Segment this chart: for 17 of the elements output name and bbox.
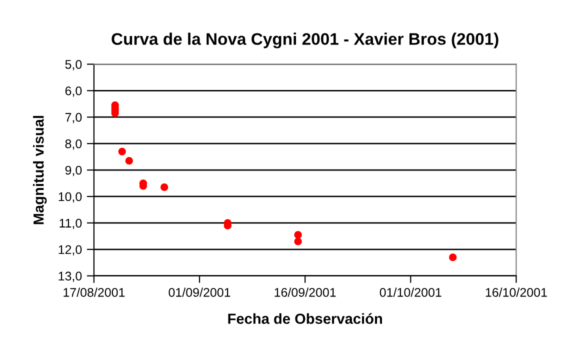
y-tick-label: 12,0: [58, 245, 82, 256]
x-tick-label: 16/09/2001: [274, 288, 336, 297]
y-tick-label: 6,0: [65, 86, 82, 97]
y-axis-title: Magnitud visual: [33, 116, 47, 224]
x-tick-label: 01/09/2001: [168, 288, 230, 297]
x-tick-label: 16/10/2001: [486, 288, 547, 297]
chart-title: Curva de la Nova Cygni 2001 - Xavier Bros (2001): [112, 32, 498, 48]
y-tick-label: 13,0: [58, 272, 82, 282]
y-tick-label: 9,0: [65, 166, 82, 176]
y-tick-label: 11,0: [60, 218, 82, 230]
y-tick-label: 5,0: [65, 60, 82, 70]
y-tick-label: 8,0: [65, 139, 82, 150]
x-tick-label: 17/08/2001: [64, 288, 125, 297]
x-tick-label: 01/10/2001: [380, 288, 442, 297]
x-axis-title: Fecha de Observación: [228, 313, 382, 324]
y-tick-label: 10,0: [58, 192, 82, 203]
y-tick-label: 7,0: [65, 112, 82, 124]
